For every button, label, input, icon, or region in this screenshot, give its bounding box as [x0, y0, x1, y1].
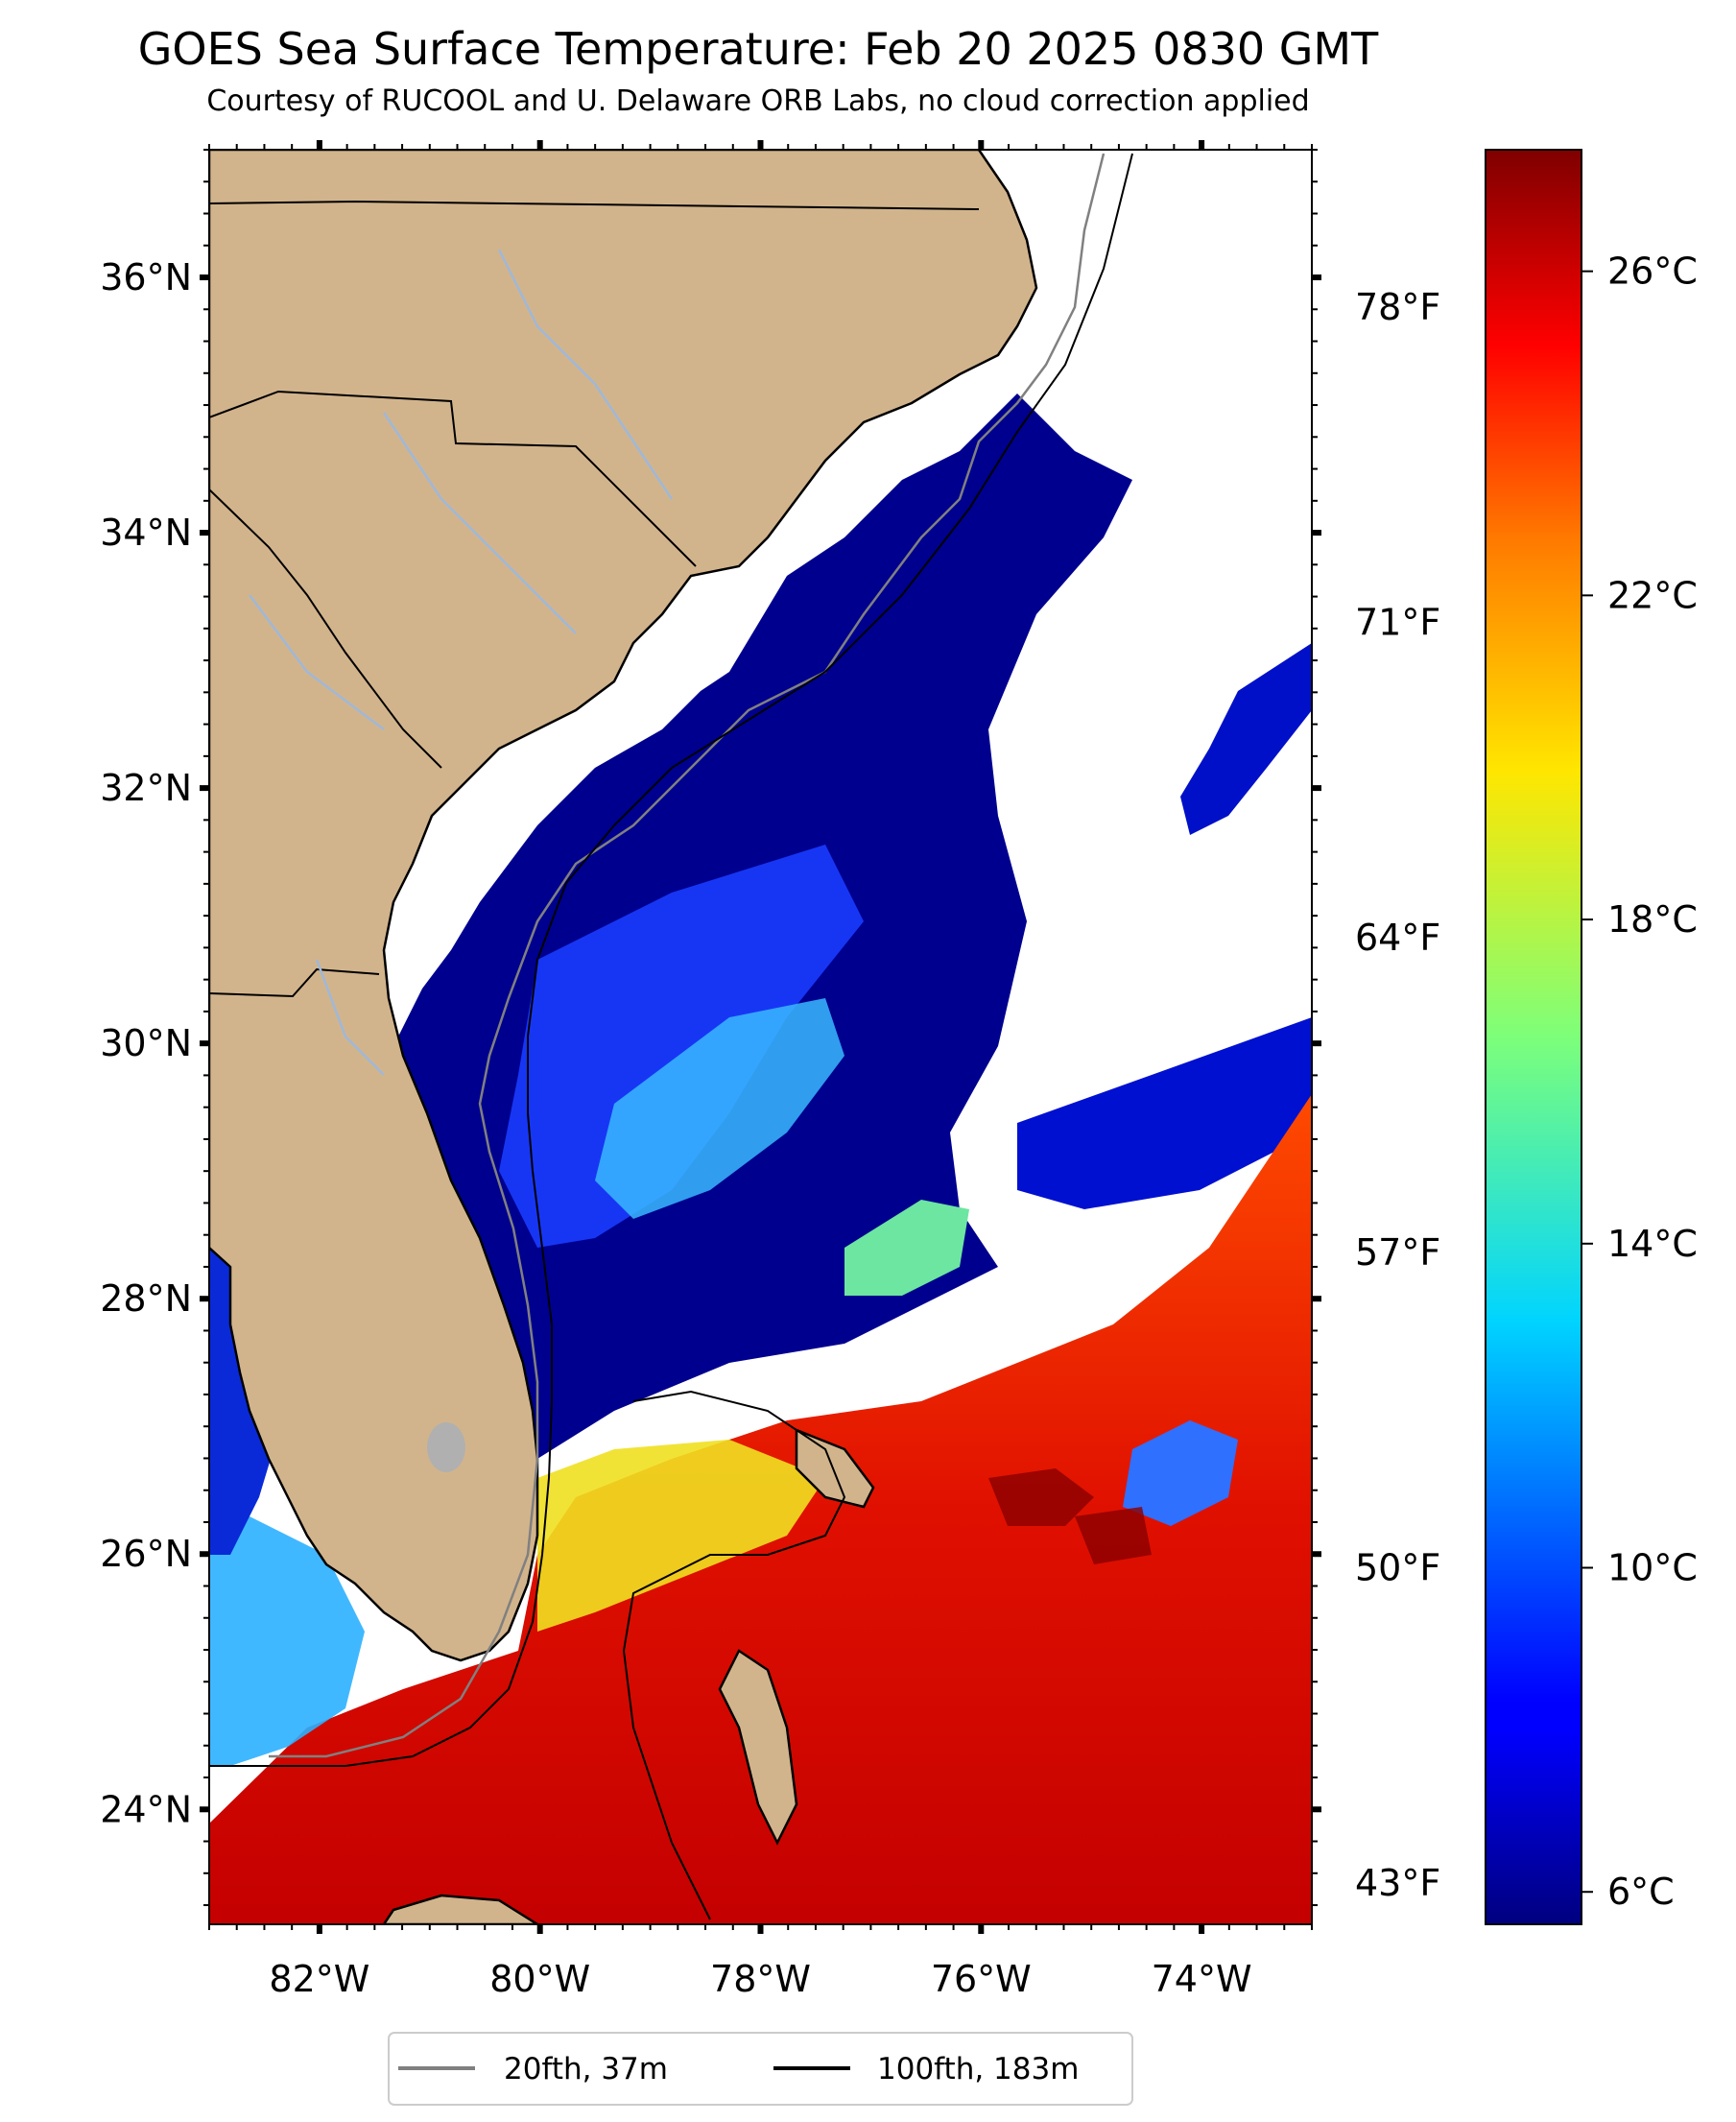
sst-hot-patch — [988, 1468, 1152, 1564]
colorbar-tick-label: 10°C — [1607, 1547, 1698, 1589]
colorbar — [1485, 149, 1582, 1925]
lon-tick-label: 74°W — [1152, 1958, 1252, 2000]
longitude-axis: 82°W 80°W 78°W 76°W 74°W — [208, 140, 1313, 2000]
colorbar-tick-label: 22°C — [1607, 574, 1698, 616]
lon-tick-label: 80°W — [489, 1958, 590, 2000]
state-borders — [209, 200, 980, 998]
lat-tick-label: 32°N — [100, 767, 192, 809]
fahrenheit-tick-label: 78°F — [1355, 286, 1440, 328]
sst-cyan-streaks — [595, 998, 844, 1219]
land-bahamas-grand-bahama — [795, 1428, 875, 1509]
lon-tick-label: 82°W — [269, 1958, 369, 2000]
figure-title: GOES Sea Surface Temperature: Feb 20 202… — [138, 23, 1379, 75]
lon-tick-label: 76°W — [931, 1958, 1032, 2000]
fahrenheit-tick-label: 71°F — [1355, 602, 1440, 644]
rivers — [249, 249, 674, 1076]
sst-blue-streaks — [499, 845, 864, 1248]
isobath-100fth-bahamas — [622, 1390, 846, 1920]
legend-label-100fth: 100fth, 183m — [877, 2052, 1079, 2086]
fahrenheit-tick-label: 50°F — [1355, 1547, 1440, 1589]
map-panel — [209, 150, 1312, 1924]
isobath-legend: 20fth, 37m 100fth, 183m — [388, 2032, 1133, 2106]
lat-tick-label: 28°N — [100, 1277, 192, 1320]
lat-tick-label: 24°N — [100, 1788, 192, 1830]
fahrenheit-tick-label: 64°F — [1355, 917, 1440, 959]
sst-green-eddy — [844, 1200, 969, 1296]
land-cuba — [382, 1894, 540, 1924]
sst-cool-eddy — [1123, 1420, 1238, 1526]
land-us-southeast — [209, 150, 1038, 1662]
figure-subtitle: Courtesy of RUCOOL and U. Delaware ORB L… — [206, 84, 1309, 118]
land-bahamas-andros — [718, 1649, 798, 1846]
legend-box — [388, 2032, 1133, 2106]
legend-label-20fth: 20fth, 37m — [504, 2052, 668, 2086]
colorbar-tick-label: 14°C — [1607, 1223, 1698, 1265]
colorbar-ticks: 6°C 10°C 14°C 18°C 22°C 26°C — [1581, 250, 1698, 1913]
sst-keys-cool-plume — [209, 1516, 365, 1766]
colorbar-tick-label: 6°C — [1607, 1871, 1675, 1913]
lon-tick-label: 78°W — [710, 1958, 811, 2000]
fahrenheit-tick-label: 43°F — [1355, 1862, 1440, 1904]
sst-offshore-patch-east — [1017, 1017, 1312, 1209]
fahrenheit-tick-label: 57°F — [1355, 1231, 1440, 1274]
lat-tick-label: 26°N — [100, 1533, 192, 1575]
sst-offshore-patch-north — [1180, 643, 1312, 835]
colorbar-tick-label: 18°C — [1607, 898, 1698, 941]
isobath-100fth — [209, 153, 1133, 1767]
fahrenheit-axis: 43°F 50°F 57°F 64°F 71°F 78°F — [1355, 286, 1440, 1904]
colorbar-tick-label: 26°C — [1607, 250, 1698, 293]
lat-tick-label: 36°N — [100, 256, 192, 298]
sst-florida-current-transition — [537, 1440, 825, 1632]
lat-tick-label: 34°N — [100, 512, 192, 554]
isobath-20fth — [269, 153, 1106, 1758]
latitude-axis: 24°N 26°N 28°N 30°N 32°N 34°N 36°N — [100, 149, 1321, 1907]
lat-tick-label: 30°N — [100, 1022, 192, 1064]
lake-okeechobee — [427, 1422, 465, 1472]
